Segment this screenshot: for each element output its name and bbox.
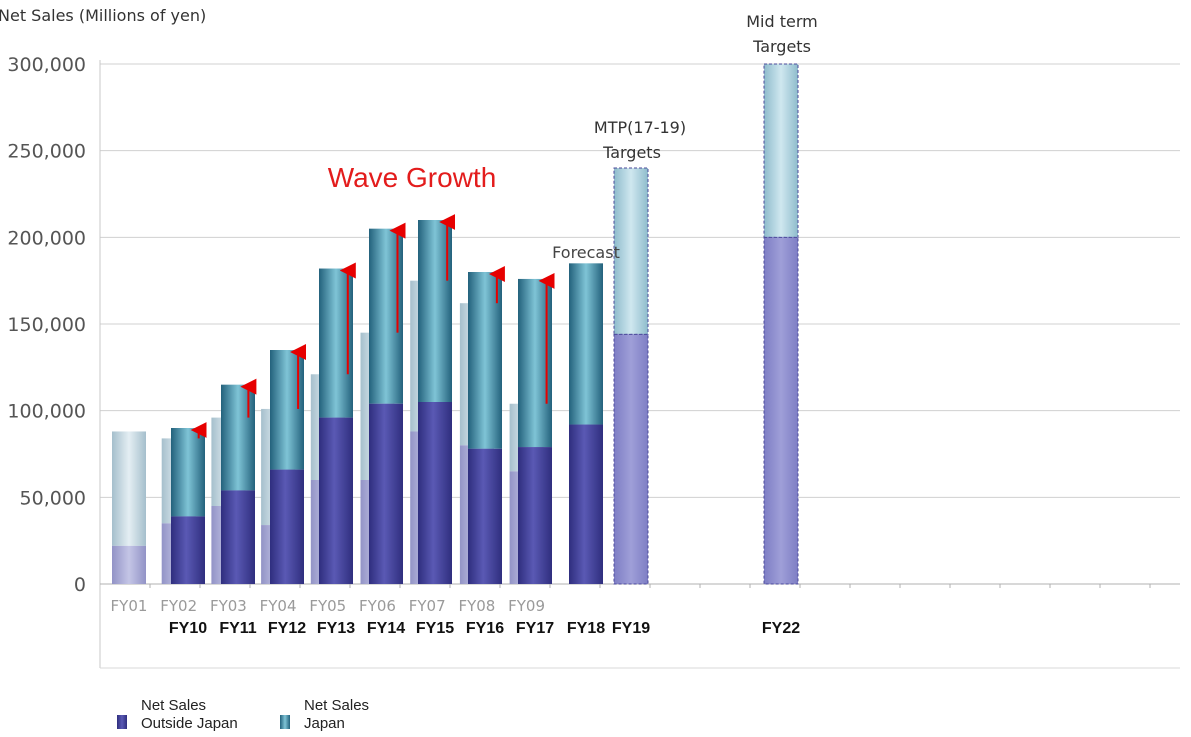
- midterm-label-line1: Mid term: [746, 12, 818, 31]
- bar-outside: [468, 448, 502, 584]
- bar-outside: [171, 516, 205, 584]
- x-tick-label: FY12: [268, 620, 306, 637]
- legend-label-outside: Net Sales Outside Japan: [141, 697, 238, 732]
- legend-label-japan: Net Sales Japan: [304, 697, 370, 732]
- y-tick-label: 150,000: [7, 314, 86, 336]
- mtp-label-line2: Targets: [602, 143, 661, 162]
- bar-japan: [221, 384, 255, 491]
- bar-outside: [369, 403, 403, 584]
- bar-outside: [270, 469, 304, 584]
- x-tick-label-bg: FY09: [508, 597, 545, 615]
- forecast-label: Forecast: [552, 243, 620, 262]
- x-tick-label-bg: FY08: [458, 597, 495, 615]
- x-tick-label-bg: FY01: [111, 597, 148, 615]
- mtp-label-line1: MTP(17-19): [594, 118, 686, 137]
- bg-bar-outside: [112, 545, 146, 584]
- x-tick-label: FY22: [762, 620, 800, 637]
- bar-japan: [171, 428, 205, 517]
- target-bar-outside: [763, 236, 799, 585]
- x-tick-label: FY11: [219, 620, 256, 637]
- bar-japan: [569, 263, 603, 425]
- bar-outside: [221, 490, 255, 584]
- bar-outside: [518, 447, 552, 584]
- bar-outside: [569, 424, 603, 584]
- target-bar-japan: [763, 63, 799, 238]
- x-tick-label-bg: FY03: [210, 597, 247, 615]
- y-tick-label: 300,000: [7, 54, 86, 76]
- bar-outside: [418, 402, 452, 584]
- x-tick-label: FY17: [516, 620, 554, 637]
- legend-swatch-outside: [117, 715, 127, 729]
- y-tick-label: 0: [74, 574, 86, 596]
- midterm-label-line2: Targets: [752, 37, 811, 56]
- x-tick-label: FY14: [367, 620, 405, 637]
- y-tick-label: 250,000: [7, 141, 86, 163]
- x-tick-label: FY15: [416, 620, 454, 637]
- bg-bar-japan: [112, 431, 146, 546]
- x-tick-label: FY13: [317, 620, 355, 637]
- y-tick-label: 50,000: [20, 487, 86, 509]
- legend-swatch-japan: [280, 715, 290, 729]
- y-tick-label: 200,000: [7, 227, 86, 249]
- x-tick-label: FY16: [466, 620, 504, 637]
- x-tick-label: FY18: [567, 620, 605, 637]
- target-bar-japan: [613, 167, 649, 335]
- y-axis-title: Net Sales (Millions of yen): [0, 6, 207, 25]
- target-bar-outside: [613, 333, 649, 585]
- x-tick-label-bg: FY06: [359, 597, 396, 615]
- x-tick-label-bg: FY02: [160, 597, 197, 615]
- wave-growth-label: Wave Growth: [328, 162, 497, 193]
- x-tick-label: FY19: [612, 620, 650, 637]
- x-tick-label-bg: FY07: [409, 597, 446, 615]
- x-tick-label-bg: FY05: [309, 597, 346, 615]
- x-tick-label-bg: FY04: [260, 597, 297, 615]
- y-tick-label: 100,000: [7, 401, 86, 423]
- bar-outside: [319, 417, 353, 584]
- x-tick-label: FY10: [169, 620, 207, 637]
